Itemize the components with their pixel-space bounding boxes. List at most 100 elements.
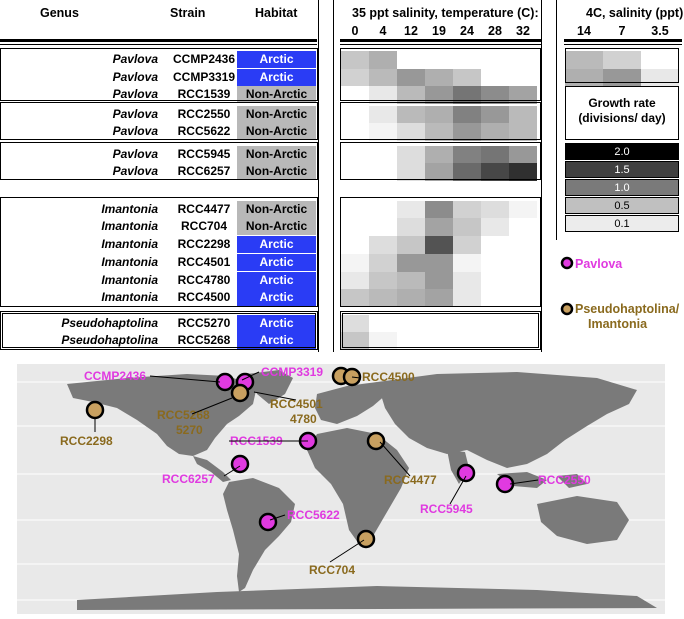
heatmap-cell xyxy=(509,236,537,254)
habitat-cell: Non-Arctic xyxy=(237,86,316,103)
genus-cell: Pavlova xyxy=(112,124,158,138)
strain-cell: RCC2550 xyxy=(177,107,231,121)
heatmap-cell xyxy=(425,86,453,104)
heatmap-cell xyxy=(453,69,481,87)
group-box xyxy=(0,197,318,307)
label-rcc5270: 5270 xyxy=(176,423,203,437)
heatmap-cell xyxy=(341,218,369,236)
heatmap-cell xyxy=(425,69,453,87)
header-rule xyxy=(564,39,682,42)
strain-cell: RCC4501 xyxy=(177,255,231,269)
heatmap-cell xyxy=(341,254,369,272)
legend-subtitle: (divisions/ day) xyxy=(578,111,666,125)
header-rule xyxy=(564,44,682,45)
heatmap-cell xyxy=(425,315,453,333)
heatmap-cell xyxy=(341,236,369,254)
imantonia-legend-label: Imantonia xyxy=(588,317,648,331)
genus-cell: Pavlova xyxy=(112,70,158,84)
label-ccmp3319: CCMP3319 xyxy=(261,365,324,379)
heatmap-cell xyxy=(341,123,369,141)
heatmap-cell xyxy=(369,106,397,124)
habitat-cell: Non-Arctic xyxy=(237,123,316,140)
habitat-cell: Arctic xyxy=(237,272,316,289)
genus-cell: Imantonia xyxy=(101,237,158,251)
heatmap-cell xyxy=(369,236,397,254)
heatmap-cell xyxy=(369,51,397,69)
strain-cell: RCC704 xyxy=(180,219,228,233)
habitat-cell: Arctic xyxy=(237,332,316,349)
world-map-land xyxy=(17,370,665,610)
genus-cell: Pavlova xyxy=(112,52,158,66)
genus-cell: Imantonia xyxy=(101,255,158,269)
genus-cell: Imantonia xyxy=(101,273,158,287)
heatmap-cell xyxy=(369,69,397,87)
temperature-tick: 32 xyxy=(516,24,530,38)
heatmap-cell xyxy=(453,272,481,290)
heatmap-cell xyxy=(341,146,369,164)
heatmap-cell xyxy=(425,236,453,254)
label-rcc5945: RCC5945 xyxy=(420,502,473,516)
heatmap-cell xyxy=(509,51,537,69)
heatmap-cell xyxy=(425,123,453,141)
genus-cell: Pavlova xyxy=(112,107,158,121)
heatmap-cell xyxy=(481,69,509,87)
strain-header: Strain xyxy=(170,6,206,20)
heatmap-cell xyxy=(369,201,397,219)
temperature-tick: 28 xyxy=(488,24,502,38)
strain-cell: RCC4780 xyxy=(177,273,231,287)
legend-swatch: 0.5 xyxy=(565,197,679,214)
heatmap-cell xyxy=(369,254,397,272)
heatmap-cell xyxy=(509,146,537,164)
label-rcc4500: RCC4500 xyxy=(362,370,415,384)
strain-cell: CCMP2436 xyxy=(172,52,236,66)
group-box xyxy=(340,142,541,180)
heatmap-cell xyxy=(397,272,425,290)
heatmap-cell xyxy=(509,254,537,272)
salinity-tick: 14 xyxy=(577,24,591,38)
heatmap-cell xyxy=(453,86,481,104)
heatmap-cell xyxy=(481,51,509,69)
group-box xyxy=(340,102,541,140)
legend-swatch: 1.0 xyxy=(565,179,679,196)
heatmap-cell xyxy=(509,86,537,104)
temperature-tick: 4 xyxy=(379,24,387,38)
salinity-tick: 3.5 xyxy=(651,24,669,38)
heatmap-cell xyxy=(369,315,397,333)
heatmap-cell xyxy=(509,332,537,350)
heatmap-cell xyxy=(453,123,481,141)
pavlova-legend-label: Pavlova xyxy=(575,257,623,271)
heatmap-cell xyxy=(369,272,397,290)
heatmap-cell xyxy=(397,236,425,254)
heatmap-cell xyxy=(397,254,425,272)
habitat-header: Habitat xyxy=(255,6,298,20)
heatmap-cell xyxy=(481,289,509,307)
label-rcc2550: RCC2550 xyxy=(538,473,591,487)
heatmap-cell xyxy=(369,146,397,164)
label-rcc4477: RCC4477 xyxy=(384,473,437,487)
label-rcc5268: RCC5268 xyxy=(157,408,210,422)
heatmap-cell xyxy=(369,332,397,350)
salinity-tick: 7 xyxy=(618,24,626,38)
heatmap-cell xyxy=(341,201,369,219)
salinity-box xyxy=(565,48,679,83)
habitat-cell: Arctic xyxy=(237,69,316,86)
habitat-cell: Non-Arctic xyxy=(237,146,316,163)
heatmap-cell xyxy=(369,289,397,307)
heatmap-cell xyxy=(509,289,537,307)
heatmap-cell xyxy=(481,146,509,164)
temperature-tick: 24 xyxy=(460,24,474,38)
temperature-tick: 0 xyxy=(351,24,359,38)
legend-title: Growth rate xyxy=(588,96,656,110)
heatmap-cell xyxy=(453,218,481,236)
heatmap-cell xyxy=(453,315,481,333)
strain-cell: RCC4500 xyxy=(177,290,231,304)
strain-cell: CCMP3319 xyxy=(172,70,236,84)
heatmap-cell xyxy=(453,106,481,124)
header-rule xyxy=(0,39,317,42)
strain-cell: RCC5622 xyxy=(177,124,231,138)
group-box xyxy=(0,142,318,180)
heatmap-cell xyxy=(397,146,425,164)
group-box xyxy=(340,48,541,101)
heatmap-cell xyxy=(425,163,453,181)
heatmap-cell xyxy=(425,106,453,124)
